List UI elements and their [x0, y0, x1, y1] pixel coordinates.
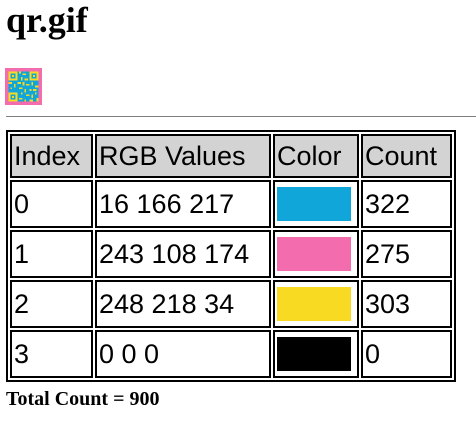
color-cell [273, 330, 359, 378]
rgb-values-cell: 0 0 0 [95, 330, 271, 378]
color-cell [273, 180, 359, 228]
column-header-count: Count [361, 134, 452, 178]
table-row: 3 0 0 0 0 [10, 330, 452, 378]
divider [6, 116, 476, 117]
color-cell [273, 280, 359, 328]
page-title: qr.gif [6, 0, 88, 40]
rgb-values-cell: 248 218 34 [95, 280, 271, 328]
index-cell: 3 [10, 330, 93, 378]
table-row: 0 16 166 217 322 [10, 180, 452, 228]
qr-code-image [5, 68, 42, 105]
rgb-values-cell: 243 108 174 [95, 230, 271, 278]
table-header-row: Index RGB Values Color Count [10, 134, 452, 178]
color-swatch [277, 187, 351, 221]
color-swatch [277, 337, 351, 371]
table-row: 2 248 218 34 303 [10, 280, 452, 328]
color-cell [273, 230, 359, 278]
color-swatch [277, 237, 351, 271]
count-cell: 322 [361, 180, 452, 228]
color-palette-table: Index RGB Values Color Count 0 16 166 21… [6, 130, 456, 382]
column-header-rgb-values: RGB Values [95, 134, 271, 178]
rgb-values-cell: 16 166 217 [95, 180, 271, 228]
color-swatch [277, 287, 351, 321]
count-cell: 0 [361, 330, 452, 378]
index-cell: 1 [10, 230, 93, 278]
column-header-index: Index [10, 134, 93, 178]
count-cell: 275 [361, 230, 452, 278]
total-count: Total Count = 900 [6, 388, 160, 410]
column-header-color: Color [273, 134, 359, 178]
index-cell: 2 [10, 280, 93, 328]
count-cell: 303 [361, 280, 452, 328]
table-row: 1 243 108 174 275 [10, 230, 452, 278]
index-cell: 0 [10, 180, 93, 228]
